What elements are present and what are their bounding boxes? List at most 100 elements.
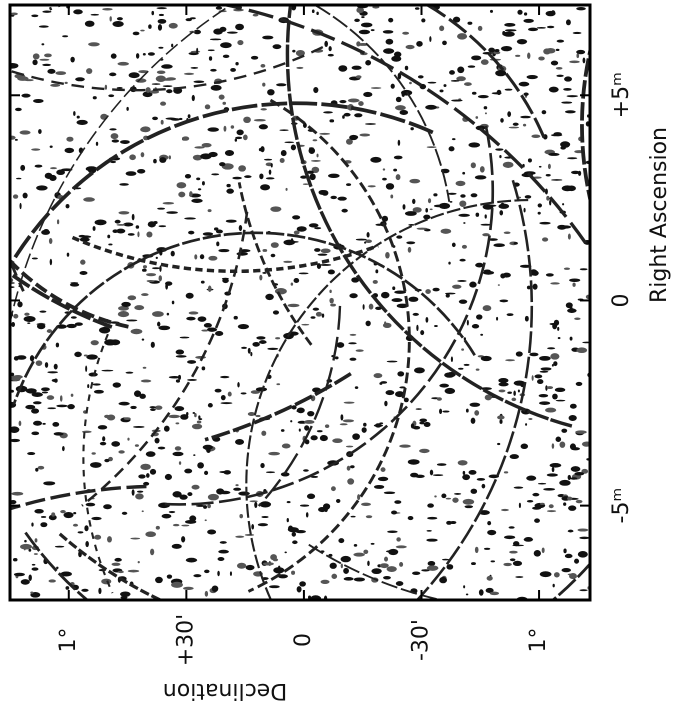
speckle <box>123 417 131 421</box>
speckle <box>404 65 409 71</box>
speckle <box>237 39 244 46</box>
speckle <box>526 74 538 80</box>
speckle <box>174 406 185 412</box>
speckle <box>445 292 456 295</box>
speckle <box>317 253 328 256</box>
speckle <box>557 326 560 331</box>
speckle <box>488 47 496 53</box>
speckle <box>316 430 323 433</box>
speckle <box>328 46 332 52</box>
speckle <box>490 560 496 563</box>
speckle <box>479 166 485 173</box>
speckle <box>339 100 347 104</box>
speckle <box>451 242 456 248</box>
speckle <box>193 80 205 84</box>
speckle <box>55 71 67 76</box>
speckle <box>146 279 155 283</box>
speckle <box>53 363 58 370</box>
speckle <box>252 341 260 347</box>
speckle <box>10 12 18 16</box>
speckle <box>391 55 402 62</box>
speckle <box>217 557 225 562</box>
speckle <box>301 323 310 326</box>
speckle <box>531 375 534 381</box>
speckle <box>185 557 198 563</box>
speckle <box>343 401 355 404</box>
speckle <box>577 528 589 532</box>
speckle <box>211 173 220 176</box>
speckle <box>513 541 520 547</box>
speckle <box>235 484 239 487</box>
speckle <box>103 504 112 510</box>
speckle <box>207 49 215 52</box>
speckle <box>16 177 22 180</box>
speckle <box>218 248 230 253</box>
speckle <box>385 251 390 259</box>
speckle <box>552 393 558 400</box>
speckle <box>85 502 96 507</box>
speckle <box>178 461 182 465</box>
speckle <box>15 107 22 112</box>
speckle <box>391 510 398 515</box>
speckle <box>165 283 168 290</box>
speckle <box>162 202 175 205</box>
speckle <box>556 39 565 43</box>
speckle <box>426 529 432 532</box>
speckle <box>330 195 337 200</box>
speckle <box>547 163 551 170</box>
speckle <box>417 75 424 79</box>
speckle <box>537 379 544 385</box>
speckle <box>577 170 582 176</box>
speckle <box>564 110 576 114</box>
speckle <box>168 155 171 160</box>
speckle <box>495 70 507 77</box>
speckle <box>471 324 480 329</box>
speckle <box>215 229 223 234</box>
speckle <box>569 278 581 282</box>
speckle <box>104 84 108 90</box>
speckle <box>375 423 382 428</box>
speckle <box>567 157 578 160</box>
speckle <box>178 191 186 198</box>
speckle <box>385 38 394 45</box>
speckle <box>95 141 99 146</box>
speckle <box>85 540 89 548</box>
speckle <box>346 465 351 471</box>
speckle <box>363 91 373 98</box>
speckle <box>175 422 180 425</box>
speckle <box>465 593 469 596</box>
speckle <box>208 255 218 261</box>
speckle <box>183 586 194 590</box>
speckle <box>201 142 212 148</box>
speckle <box>498 203 510 209</box>
speckle <box>327 53 334 57</box>
speckle <box>502 31 515 37</box>
speckle <box>157 446 166 450</box>
speckle <box>450 80 460 82</box>
speckle <box>550 282 560 285</box>
speckle <box>141 338 145 341</box>
speckle <box>244 533 255 536</box>
speckle <box>563 502 567 506</box>
speckle <box>243 134 248 141</box>
speckle <box>204 519 207 522</box>
arc-streak <box>415 177 534 600</box>
speckle <box>127 295 137 301</box>
speckle <box>150 548 155 556</box>
speckle <box>151 10 155 16</box>
speckle <box>536 27 546 29</box>
speckle <box>220 402 233 405</box>
speckle <box>436 397 442 401</box>
speckle <box>561 428 568 433</box>
speckle <box>508 126 520 129</box>
speckle <box>34 164 43 168</box>
speckle <box>279 158 285 164</box>
arc-streak <box>81 211 249 507</box>
speckle <box>91 452 96 455</box>
speckle <box>110 133 119 140</box>
image-texture <box>10 5 590 600</box>
speckle <box>410 423 415 429</box>
speckle <box>250 352 253 357</box>
y-tick-label: +30' <box>173 614 198 666</box>
speckle <box>582 341 590 344</box>
